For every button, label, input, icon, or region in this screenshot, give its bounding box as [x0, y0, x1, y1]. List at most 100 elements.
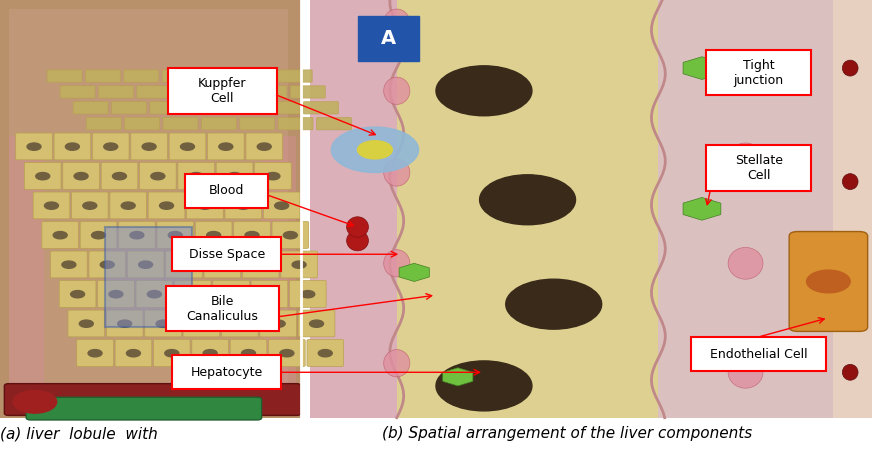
Circle shape [358, 141, 392, 159]
FancyBboxPatch shape [691, 337, 827, 371]
FancyBboxPatch shape [260, 310, 296, 337]
Bar [397, 0, 658, 418]
FancyBboxPatch shape [140, 163, 176, 189]
Circle shape [118, 320, 132, 327]
Circle shape [331, 127, 419, 173]
Text: Endothelial Cell: Endothelial Cell [710, 348, 807, 360]
Circle shape [121, 202, 135, 209]
FancyBboxPatch shape [278, 118, 313, 130]
Circle shape [318, 350, 332, 357]
Circle shape [168, 232, 182, 239]
Circle shape [126, 350, 140, 357]
FancyBboxPatch shape [99, 86, 133, 98]
Circle shape [254, 261, 268, 268]
Circle shape [228, 173, 242, 180]
FancyBboxPatch shape [242, 251, 279, 278]
FancyBboxPatch shape [163, 118, 198, 130]
FancyBboxPatch shape [68, 310, 105, 337]
Circle shape [44, 202, 58, 209]
Ellipse shape [384, 350, 410, 377]
FancyBboxPatch shape [269, 340, 305, 366]
Ellipse shape [728, 52, 763, 84]
FancyBboxPatch shape [137, 86, 172, 98]
Ellipse shape [347, 230, 368, 251]
FancyBboxPatch shape [136, 281, 173, 307]
Bar [658, 0, 833, 418]
FancyBboxPatch shape [166, 286, 279, 331]
FancyBboxPatch shape [213, 281, 249, 307]
FancyBboxPatch shape [150, 102, 185, 114]
Circle shape [112, 173, 126, 180]
Text: Stellate
Cell: Stellate Cell [734, 154, 783, 182]
FancyBboxPatch shape [115, 340, 152, 366]
FancyBboxPatch shape [77, 340, 113, 366]
Circle shape [83, 202, 97, 209]
FancyBboxPatch shape [92, 133, 129, 160]
FancyBboxPatch shape [307, 340, 344, 366]
FancyBboxPatch shape [263, 192, 300, 219]
Circle shape [275, 202, 289, 209]
Circle shape [130, 232, 144, 239]
FancyBboxPatch shape [188, 102, 223, 114]
FancyBboxPatch shape [24, 163, 61, 189]
Circle shape [71, 291, 85, 298]
Circle shape [310, 320, 324, 327]
Circle shape [100, 261, 114, 268]
FancyBboxPatch shape [183, 310, 220, 337]
Circle shape [242, 350, 255, 357]
Text: Blood: Blood [209, 184, 244, 197]
FancyBboxPatch shape [252, 86, 287, 98]
FancyBboxPatch shape [239, 70, 274, 82]
Bar [262, 136, 296, 386]
FancyBboxPatch shape [63, 163, 99, 189]
Circle shape [151, 173, 165, 180]
FancyBboxPatch shape [272, 222, 309, 248]
Circle shape [194, 320, 208, 327]
FancyBboxPatch shape [162, 70, 197, 82]
Circle shape [506, 279, 602, 329]
Ellipse shape [842, 174, 858, 190]
Circle shape [53, 232, 67, 239]
Bar [9, 9, 288, 413]
FancyBboxPatch shape [214, 86, 249, 98]
FancyBboxPatch shape [240, 118, 275, 130]
FancyBboxPatch shape [73, 102, 108, 114]
FancyBboxPatch shape [201, 70, 235, 82]
Circle shape [62, 261, 76, 268]
FancyBboxPatch shape [221, 310, 258, 337]
FancyBboxPatch shape [706, 145, 811, 191]
FancyBboxPatch shape [358, 16, 419, 61]
Circle shape [181, 143, 194, 150]
Ellipse shape [728, 247, 763, 279]
Circle shape [266, 173, 280, 180]
FancyBboxPatch shape [145, 310, 181, 337]
Circle shape [189, 173, 203, 180]
Bar [833, 0, 872, 418]
FancyBboxPatch shape [265, 102, 300, 114]
FancyBboxPatch shape [277, 70, 312, 82]
Ellipse shape [384, 250, 410, 277]
Circle shape [104, 143, 118, 150]
Circle shape [301, 291, 315, 298]
FancyBboxPatch shape [706, 50, 811, 95]
FancyBboxPatch shape [227, 102, 262, 114]
FancyBboxPatch shape [303, 102, 338, 114]
Circle shape [262, 291, 276, 298]
FancyBboxPatch shape [125, 118, 160, 130]
FancyBboxPatch shape [101, 163, 138, 189]
Circle shape [245, 232, 259, 239]
Circle shape [186, 291, 200, 298]
FancyBboxPatch shape [246, 133, 283, 160]
FancyBboxPatch shape [192, 340, 228, 366]
FancyBboxPatch shape [124, 70, 159, 82]
FancyBboxPatch shape [173, 355, 281, 390]
Text: Bile
Canaliculus: Bile Canaliculus [187, 295, 258, 323]
Ellipse shape [728, 143, 763, 175]
FancyBboxPatch shape [169, 133, 206, 160]
FancyBboxPatch shape [167, 68, 276, 114]
FancyBboxPatch shape [251, 281, 288, 307]
Circle shape [292, 261, 306, 268]
FancyBboxPatch shape [185, 174, 269, 208]
Circle shape [109, 291, 123, 298]
Circle shape [233, 320, 247, 327]
